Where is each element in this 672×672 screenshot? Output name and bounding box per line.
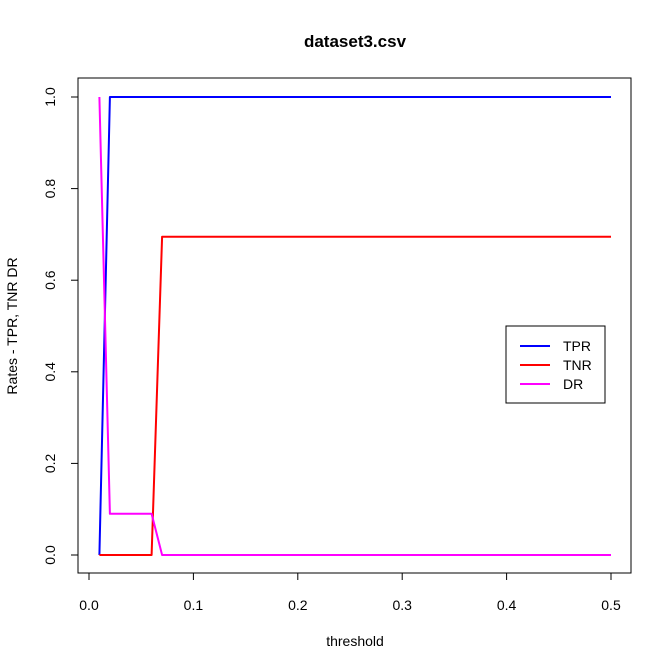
legend-label-tpr: TPR [563, 338, 591, 354]
series-line-tnr [99, 235, 611, 556]
chart-title: dataset3.csv [304, 32, 407, 51]
series-line-tpr [98, 96, 611, 556]
y-tick-label: 0.8 [42, 179, 58, 199]
y-tick-label: 1.0 [42, 87, 58, 107]
y-tick-label: 0.2 [42, 453, 58, 473]
x-tick-label: 0.5 [601, 597, 621, 613]
legend-label-dr: DR [563, 376, 583, 392]
y-axis-label: Rates - TPR, TNR DR [4, 257, 20, 394]
y-axis: 0.0 0.2 0.4 0.6 0.8 1.0 [42, 87, 79, 565]
series-line-dr [98, 96, 611, 556]
x-axis: 0.0 0.1 0.2 0.3 0.4 0.5 [79, 572, 621, 613]
series-lines [98, 96, 611, 556]
x-tick-label: 0.2 [288, 597, 308, 613]
x-tick-label: 0.0 [79, 597, 99, 613]
x-tick-label: 0.3 [392, 597, 412, 613]
y-tick-label: 0.6 [42, 270, 58, 290]
legend-label-tnr: TNR [563, 357, 592, 373]
x-axis-label: threshold [326, 633, 384, 649]
x-tick-label: 0.1 [184, 597, 204, 613]
y-tick-label: 0.0 [42, 545, 58, 565]
legend: TPR TNR DR [505, 325, 606, 404]
y-tick-label: 0.4 [42, 362, 58, 382]
legend-entries: TPR TNR DR [520, 338, 592, 392]
x-tick-label: 0.4 [497, 597, 517, 613]
